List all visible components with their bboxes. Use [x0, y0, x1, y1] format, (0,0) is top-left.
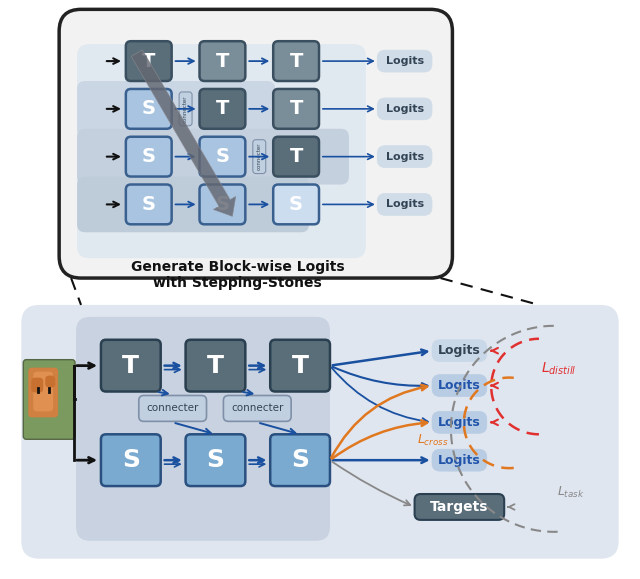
FancyBboxPatch shape	[223, 395, 291, 422]
Text: S: S	[216, 147, 229, 166]
FancyBboxPatch shape	[415, 494, 504, 520]
Text: Logits: Logits	[438, 344, 481, 357]
Text: S: S	[207, 448, 225, 472]
FancyBboxPatch shape	[270, 340, 330, 391]
FancyBboxPatch shape	[126, 41, 172, 81]
FancyBboxPatch shape	[273, 185, 319, 224]
Text: S: S	[289, 195, 303, 214]
FancyBboxPatch shape	[186, 434, 245, 486]
Text: T: T	[216, 100, 229, 118]
FancyBboxPatch shape	[200, 89, 245, 129]
FancyBboxPatch shape	[432, 340, 487, 362]
FancyBboxPatch shape	[23, 360, 75, 439]
Text: Logits: Logits	[385, 56, 424, 66]
Text: Logits: Logits	[385, 104, 424, 114]
FancyBboxPatch shape	[179, 92, 192, 126]
FancyBboxPatch shape	[200, 185, 245, 224]
FancyBboxPatch shape	[76, 317, 330, 541]
Text: S: S	[141, 195, 156, 214]
Polygon shape	[131, 50, 236, 217]
Text: connecter: connecter	[257, 143, 262, 170]
Text: Logits: Logits	[385, 152, 424, 162]
Text: Targets: Targets	[430, 500, 489, 514]
Text: S: S	[141, 147, 156, 166]
FancyBboxPatch shape	[33, 372, 53, 412]
Text: connecter: connecter	[147, 404, 199, 413]
Text: Logits: Logits	[385, 199, 424, 210]
Text: connecter: connecter	[231, 404, 284, 413]
FancyBboxPatch shape	[377, 146, 432, 167]
FancyBboxPatch shape	[253, 140, 266, 174]
FancyBboxPatch shape	[273, 89, 319, 129]
FancyBboxPatch shape	[31, 378, 44, 393]
FancyBboxPatch shape	[126, 137, 172, 177]
FancyBboxPatch shape	[273, 137, 319, 177]
Text: T: T	[289, 100, 303, 118]
FancyBboxPatch shape	[432, 375, 487, 397]
FancyBboxPatch shape	[45, 376, 55, 387]
Text: T: T	[122, 354, 140, 378]
FancyBboxPatch shape	[77, 44, 366, 258]
Text: S: S	[216, 195, 229, 214]
FancyBboxPatch shape	[432, 412, 487, 433]
FancyBboxPatch shape	[270, 434, 330, 486]
FancyBboxPatch shape	[101, 340, 161, 391]
Text: connecter: connecter	[183, 95, 188, 123]
Text: Logits: Logits	[438, 416, 481, 429]
Text: T: T	[207, 354, 224, 378]
FancyBboxPatch shape	[377, 50, 432, 72]
FancyBboxPatch shape	[28, 368, 58, 417]
Text: Logits: Logits	[438, 454, 481, 467]
Text: $L_{task}$: $L_{task}$	[557, 485, 585, 500]
FancyBboxPatch shape	[200, 41, 245, 81]
FancyBboxPatch shape	[200, 137, 245, 177]
FancyBboxPatch shape	[77, 81, 275, 137]
Text: T: T	[292, 354, 308, 378]
Text: T: T	[289, 52, 303, 71]
Text: Generate Block-wise Logits
with Stepping-Stones: Generate Block-wise Logits with Stepping…	[131, 260, 345, 290]
Text: S: S	[291, 448, 309, 472]
FancyBboxPatch shape	[77, 177, 309, 232]
Text: $L_{cross}$: $L_{cross}$	[417, 433, 449, 448]
Text: T: T	[289, 147, 303, 166]
Text: S: S	[141, 100, 156, 118]
FancyBboxPatch shape	[59, 9, 452, 278]
Text: Logits: Logits	[438, 379, 481, 392]
FancyBboxPatch shape	[377, 193, 432, 215]
FancyBboxPatch shape	[432, 449, 487, 471]
FancyBboxPatch shape	[101, 434, 161, 486]
FancyBboxPatch shape	[77, 129, 349, 185]
Text: T: T	[142, 52, 156, 71]
Text: S: S	[122, 448, 140, 472]
FancyBboxPatch shape	[273, 41, 319, 81]
FancyBboxPatch shape	[186, 340, 245, 391]
FancyBboxPatch shape	[377, 98, 432, 120]
FancyBboxPatch shape	[21, 305, 619, 559]
FancyBboxPatch shape	[126, 185, 172, 224]
FancyBboxPatch shape	[126, 89, 172, 129]
FancyBboxPatch shape	[139, 395, 207, 422]
Text: $L_{distill}$: $L_{distill}$	[541, 360, 577, 377]
Text: T: T	[216, 52, 229, 71]
